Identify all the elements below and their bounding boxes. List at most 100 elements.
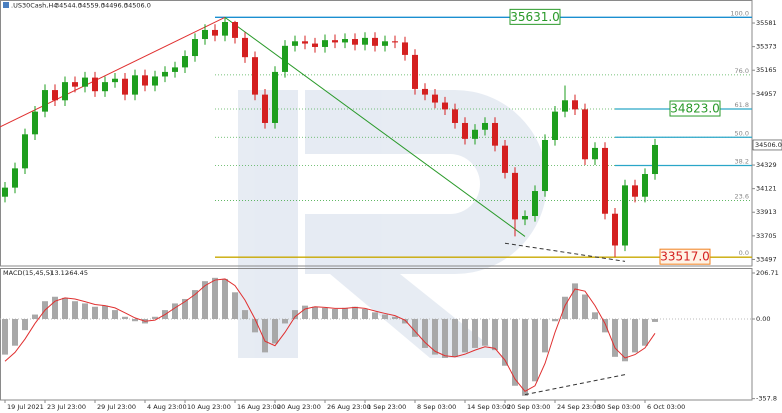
fib-label: 61.8: [735, 101, 749, 109]
histogram-bar: [382, 314, 388, 320]
histogram-bar: [182, 298, 188, 320]
candle-body: [202, 29, 208, 40]
histogram-bar: [362, 308, 368, 320]
histogram-bar: [552, 319, 558, 322]
candle-body: [312, 43, 318, 47]
histogram-bar: [562, 296, 568, 320]
watermark-bowl: [305, 90, 547, 358]
x-tick-label: 10 Aug 23:00: [187, 403, 231, 411]
x-tick-label: 6 Oct 03:00: [647, 403, 685, 411]
candle-body: [642, 174, 648, 197]
histogram-bar: [352, 306, 358, 320]
x-tick-label: 20 Aug 23:00: [277, 403, 321, 411]
candle-body: [522, 215, 528, 220]
histogram-bar: [232, 292, 238, 320]
y-tick-label: 33913: [756, 208, 777, 216]
y-tick-label: 34957: [756, 90, 777, 98]
histogram-bar: [632, 319, 638, 353]
candle-body: [482, 122, 488, 130]
histogram-bar: [642, 319, 648, 346]
histogram-bar: [322, 307, 328, 320]
histogram-bar: [292, 310, 298, 320]
candle-body: [372, 37, 378, 46]
fib-label: 100.0: [730, 9, 749, 17]
candle-body: [122, 78, 128, 95]
price-box: [659, 248, 711, 265]
x-tick-label: 16 Aug 23:00: [237, 403, 281, 411]
candle-body: [282, 45, 288, 72]
candle-body: [632, 185, 638, 197]
candle-body: [262, 94, 268, 123]
candle-body: [652, 144, 658, 175]
candle-body: [612, 213, 618, 246]
y-tick-label: 34121: [756, 185, 777, 193]
y-tick-label: 35165: [756, 66, 777, 74]
candle-body: [462, 122, 468, 139]
candle-body: [382, 41, 388, 46]
candle-body: [52, 90, 58, 101]
histogram-bar: [212, 277, 218, 320]
candle-body: [552, 111, 558, 140]
histogram-bar: [532, 319, 538, 382]
candle-body: [292, 41, 298, 46]
candle-body: [352, 39, 358, 45]
candle-body: [582, 109, 588, 160]
candle-body: [152, 76, 158, 86]
candle-body: [212, 29, 218, 36]
candle-body: [322, 40, 328, 47]
y-tick-label: 35581: [756, 19, 777, 27]
candle-body: [472, 129, 478, 139]
candle-body: [492, 122, 498, 146]
candle-body: [222, 22, 228, 36]
histogram-bar: [502, 319, 508, 366]
histogram-bar: [542, 319, 548, 353]
candle-body: [62, 82, 68, 101]
candle-body: [412, 54, 418, 89]
x-tick-label: 14 Sep 03:00: [467, 403, 510, 411]
histogram-bar: [272, 319, 278, 344]
histogram-bar: [422, 319, 428, 348]
histogram-bar: [82, 303, 88, 320]
histogram-bar: [12, 319, 18, 346]
fib-label: 38.2: [735, 158, 749, 166]
candle-body: [72, 82, 78, 87]
histogram-bar: [72, 301, 78, 320]
x-tick-label: 23 Jul 23:00: [47, 403, 86, 411]
candle-body: [242, 37, 248, 58]
candle-body: [602, 147, 608, 214]
histogram-bar: [612, 319, 618, 357]
fib-label: 76.0: [735, 67, 749, 75]
histogram-bar: [372, 312, 378, 320]
fib-label: 50.0: [735, 129, 749, 137]
y-tick-label: 33497: [756, 255, 777, 263]
price-box: [669, 100, 721, 117]
candle-body: [572, 100, 578, 110]
histogram-bar: [22, 319, 28, 331]
histogram-bar: [492, 319, 498, 351]
histogram-bar: [522, 319, 528, 396]
macd-panel-frame: [0, 268, 753, 401]
price-box: [509, 8, 561, 25]
candle-body: [162, 71, 168, 77]
x-tick-label: 24 Sep 23:00: [557, 403, 600, 411]
y-tick-label: 0.00: [756, 315, 770, 323]
histogram-bar: [102, 305, 108, 320]
candle-body: [272, 71, 278, 123]
header-low: 34496.0: [101, 2, 128, 10]
histogram-bar: [282, 319, 288, 324]
candle-body: [302, 41, 308, 44]
y-tick-label: 35373: [756, 43, 777, 51]
price-box-label: 33517.0: [660, 250, 710, 264]
x-tick-label: 20 Sep 03:00: [507, 403, 550, 411]
x-tick-label: 1 Sep 23:00: [367, 403, 406, 411]
candle-body: [402, 42, 408, 55]
macd-signal-last: -64.45: [67, 269, 88, 277]
histogram-bar: [512, 319, 518, 386]
candle-body: [92, 77, 98, 92]
histogram-bar: [332, 308, 338, 320]
candle-body: [252, 57, 258, 95]
candle-body: [592, 147, 598, 160]
x-tick-label: 19 Jul 2021: [7, 403, 44, 411]
